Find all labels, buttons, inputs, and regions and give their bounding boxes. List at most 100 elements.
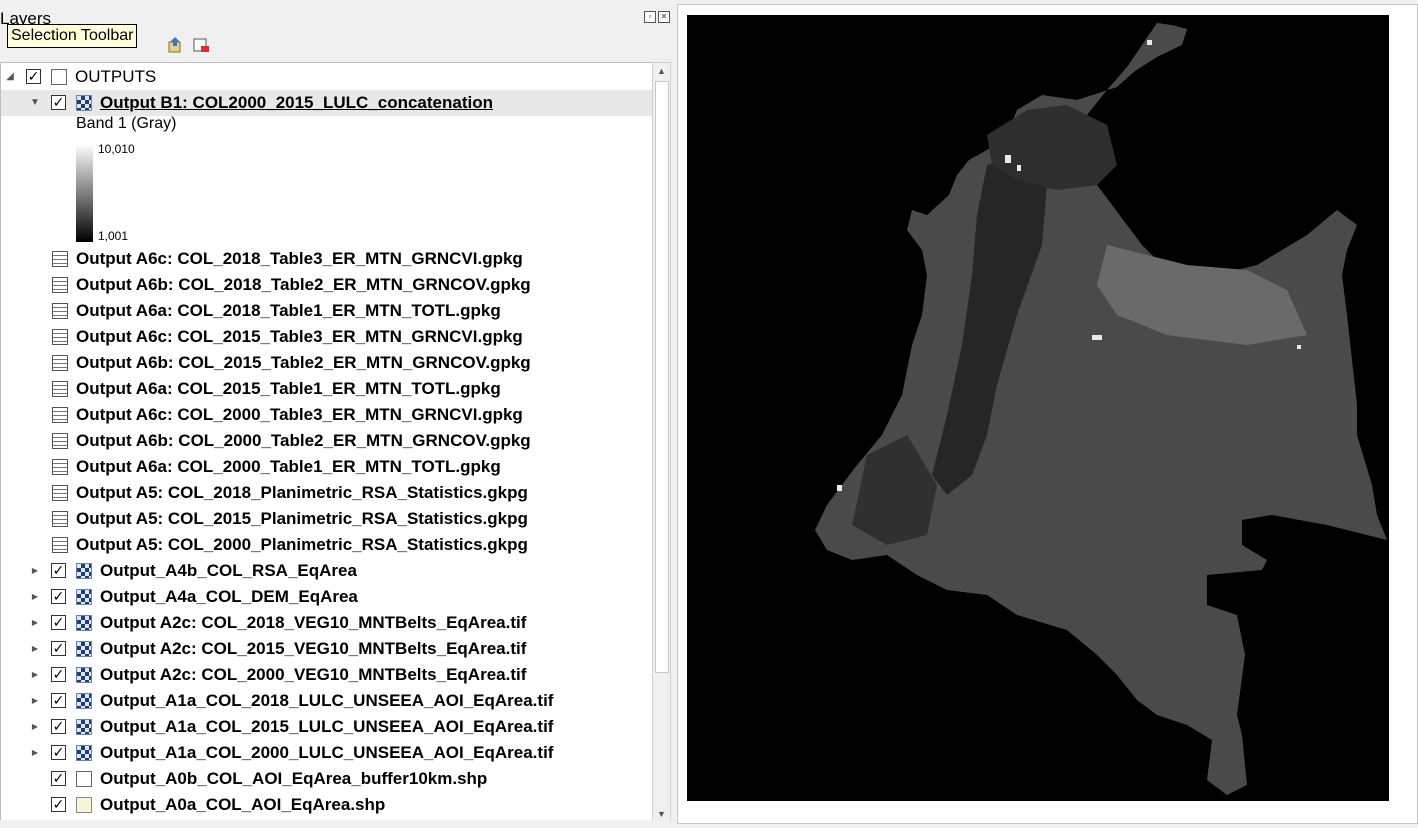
layer-checkbox[interactable]: ✓: [51, 562, 66, 578]
expand-icon[interactable]: ▶: [31, 566, 39, 575]
layer-label: Output_A1a_COL_2015_LULC_UNSEEA_AOI_EqAr…: [100, 717, 554, 736]
layer-checkbox[interactable]: ✓: [51, 770, 66, 786]
table-layer-icon: [52, 407, 68, 423]
layer-row[interactable]: Output A5: COL_2018_Planimetric_RSA_Stat…: [1, 480, 653, 506]
layer-checkbox[interactable]: ✓: [51, 692, 66, 708]
raster-layer-icon: [76, 693, 92, 709]
layers-toolbar: [166, 36, 210, 54]
country-raster: [815, 23, 1387, 795]
layer-label: Output A6c: COL_2015_Table3_ER_MTN_GRNCV…: [76, 327, 523, 346]
remove-layer-icon[interactable]: [192, 36, 210, 54]
legend-max-value: 10,010: [98, 142, 135, 156]
llanos-light-region: [1097, 245, 1307, 345]
layer-row[interactable]: Output A6b: COL_2015_Table2_ER_MTN_GRNCO…: [1, 350, 653, 376]
layer-row[interactable]: Output A6b: COL_2000_Table2_ER_MTN_GRNCO…: [1, 428, 653, 454]
layer-label: Output A6c: COL_2000_Table3_ER_MTN_GRNCV…: [76, 405, 523, 424]
layer-label: Output_A0b_COL_AOI_EqArea_buffer10km.shp: [100, 769, 488, 788]
layer-row[interactable]: ▶ ✓ Output_A4b_COL_RSA_EqArea: [1, 558, 653, 584]
layer-row[interactable]: ✓ Output_A0b_COL_AOI_EqArea_buffer10km.sh…: [1, 766, 653, 792]
andes-dark-band: [932, 155, 1047, 495]
expand-icon[interactable]: ▶: [31, 644, 39, 653]
layer-row[interactable]: ▶ ✓ Output_A4a_COL_DEM_EqArea: [1, 584, 653, 610]
layer-label: Output B1: COL2000_2015_LULC_concatenati…: [100, 93, 493, 112]
layer-checkbox[interactable]: ✓: [51, 640, 66, 656]
raster-layer-icon: [76, 719, 92, 735]
table-layer-icon: [52, 537, 68, 553]
map-canvas[interactable]: [687, 15, 1389, 801]
layer-label: Output A6a: COL_2000_Table1_ER_MTN_TOTL.…: [76, 457, 501, 476]
table-layer-icon: [52, 485, 68, 501]
expand-icon[interactable]: ▶: [31, 722, 39, 731]
layer-row[interactable]: ▶ ✓ Output A2c: COL_2000_VEG10_MNTBelts_Eq…: [1, 662, 653, 688]
float-panel-button[interactable]: ▫: [644, 11, 656, 23]
layer-label: Output_A1a_COL_2000_LULC_UNSEEA_AOI_EqAr…: [100, 743, 554, 762]
layer-checkbox[interactable]: ✓: [51, 614, 66, 630]
selected-layer-row[interactable]: ▼ ✓ Output B1: COL2000_2015_LULC_concate…: [1, 90, 653, 116]
layer-row[interactable]: ▶ ✓ Output A2c: COL_2015_VEG10_MNTBelts_Eq…: [1, 636, 653, 662]
raster-layer-icon: [76, 641, 92, 657]
layer-checkbox[interactable]: ✓: [51, 744, 66, 760]
layer-label: Output A5: COL_2000_Planimetric_RSA_Stat…: [76, 535, 528, 554]
layer-row[interactable]: Output A6c: COL_2000_Table3_ER_MTN_GRNCV…: [1, 402, 653, 428]
layer-group-row[interactable]: ◢ ✓ OUTPUTS: [1, 64, 653, 90]
group-checkbox[interactable]: ✓: [26, 68, 41, 84]
expand-icon[interactable]: ▶: [31, 696, 39, 705]
layer-checkbox[interactable]: ✓: [51, 718, 66, 734]
layer-tree-scrollbar[interactable]: ▲ ▼: [652, 62, 671, 824]
layer-label: Output_A0a_COL_AOI_EqArea.shp: [100, 795, 386, 814]
layer-row[interactable]: ▶ ✓ Output_A1a_COL_2000_LULC_UNSEEA_AOI_Eq…: [1, 740, 653, 766]
legend-min-value: 1,001: [98, 229, 129, 243]
layer-row[interactable]: Output A5: COL_2015_Planimetric_RSA_Stat…: [1, 506, 653, 532]
table-layer-icon: [52, 251, 68, 267]
layer-row[interactable]: Output A6a: COL_2018_Table1_ER_MTN_TOTL.…: [1, 298, 653, 324]
layer-row[interactable]: Output A6c: COL_2018_Table3_ER_MTN_GRNCV…: [1, 246, 653, 272]
gray-color-ramp: [76, 144, 93, 242]
layer-row[interactable]: Output A6a: COL_2015_Table1_ER_MTN_TOTL.…: [1, 376, 653, 402]
move-up-icon[interactable]: [166, 36, 184, 54]
layer-row[interactable]: ▶ ✓ Output_A1a_COL_2015_LULC_UNSEEA_AOI_Eq…: [1, 714, 653, 740]
raster-layer-icon: [76, 589, 92, 605]
expand-icon[interactable]: ▶: [31, 748, 39, 757]
layer-checkbox[interactable]: ✓: [51, 588, 66, 604]
table-layer-icon: [52, 303, 68, 319]
table-layer-icon: [52, 355, 68, 371]
table-layer-icon: [52, 277, 68, 293]
urban-bright-spots: [837, 40, 1301, 491]
layer-row[interactable]: ▶ ✓ Output_A1a_COL_2018_LULC_UNSEEA_AOI_Eq…: [1, 688, 653, 714]
table-layer-icon: [52, 381, 68, 397]
raster-layer-icon: [76, 95, 92, 111]
layer-checkbox[interactable]: ✓: [51, 94, 66, 110]
layer-row[interactable]: ▶ ✓ Output A2c: COL_2018_VEG10_MNTBelts_Eq…: [1, 610, 653, 636]
layer-row[interactable]: ✓ Output_A0a_COL_AOI_EqArea.shp: [1, 792, 653, 818]
layer-label: Output A2c: COL_2000_VEG10_MNTBelts_EqAr…: [100, 665, 527, 684]
layer-label: Output A6a: COL_2018_Table1_ER_MTN_TOTL.…: [76, 301, 501, 320]
raster-layer-icon: [76, 745, 92, 761]
layer-row[interactable]: Output A5: COL_2000_Planimetric_RSA_Stat…: [1, 532, 653, 558]
layer-label: Output A6a: COL_2015_Table1_ER_MTN_TOTL.…: [76, 379, 501, 398]
expand-icon[interactable]: ▶: [31, 592, 39, 601]
layer-checkbox[interactable]: ✓: [51, 666, 66, 682]
scroll-down-arrow[interactable]: ▼: [657, 809, 666, 819]
scroll-up-arrow[interactable]: ▲: [657, 66, 666, 76]
expand-icon[interactable]: ▶: [31, 618, 39, 627]
layer-row[interactable]: Output A6b: COL_2018_Table2_ER_MTN_GRNCO…: [1, 272, 653, 298]
raster-layer-icon: [76, 563, 92, 579]
layer-label: Output_A4b_COL_RSA_EqArea: [100, 561, 357, 580]
collapse-icon[interactable]: ▼: [30, 97, 40, 108]
layer-label: Output_A1a_COL_2018_LULC_UNSEEA_AOI_EqAr…: [100, 691, 554, 710]
polygon-filled-icon: [76, 797, 92, 813]
expand-icon[interactable]: ▶: [31, 670, 39, 679]
table-layer-icon: [52, 433, 68, 449]
panel-window-buttons: ▫ ✕: [644, 11, 670, 23]
layer-row[interactable]: Output A6c: COL_2015_Table3_ER_MTN_GRNCV…: [1, 324, 653, 350]
close-panel-button[interactable]: ✕: [658, 11, 670, 23]
scrollbar-thumb[interactable]: [655, 81, 669, 673]
layer-row[interactable]: Output A6a: COL_2000_Table1_ER_MTN_TOTL.…: [1, 454, 653, 480]
tooltip: Selection Toolbar: [7, 24, 138, 48]
layer-checkbox[interactable]: ✓: [51, 796, 66, 812]
layer-group-icon: [51, 69, 67, 85]
panel-bottom-strip: [0, 820, 674, 828]
layer-label: Output_A4a_COL_DEM_EqArea: [100, 587, 358, 606]
collapse-icon[interactable]: ◢: [6, 71, 14, 82]
raster-layer-icon: [76, 667, 92, 683]
